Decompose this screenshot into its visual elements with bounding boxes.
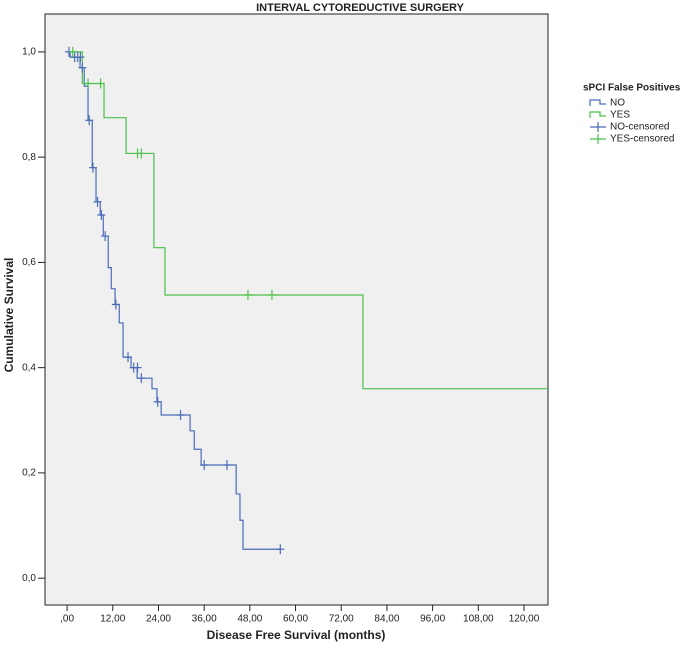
censor-mark: [276, 544, 285, 555]
censor-mark: [93, 196, 102, 207]
legend-icon: [590, 122, 606, 132]
censor-mark: [267, 290, 276, 301]
x-axis-label: Disease Free Survival (months): [207, 628, 386, 642]
censor-mark: [85, 115, 94, 126]
legend-label: NO: [610, 98, 625, 109]
legend-label: YES-censored: [610, 134, 674, 145]
censor-mark: [124, 352, 133, 363]
y-tick-label: 1,0: [22, 47, 36, 58]
x-tick-label: 72,00: [329, 614, 354, 625]
x-tick-label: 108,00: [463, 614, 494, 625]
x-tick-label: 84,00: [374, 614, 399, 625]
plot-area: [44, 13, 549, 606]
x-tick-label: 24,00: [146, 614, 171, 625]
censor-mark: [84, 78, 93, 89]
censor-mark: [200, 460, 209, 471]
y-tick-label: 0,0: [22, 573, 36, 584]
legend-title: sPCI False Positives: [583, 83, 681, 94]
x-tick-label: 60,00: [283, 614, 308, 625]
censor-mark: [111, 299, 120, 310]
y-tick-label: 0,4: [22, 362, 36, 373]
censor-mark: [97, 210, 106, 221]
censor-mark: [137, 373, 146, 384]
x-tick-label: ,00: [60, 614, 74, 625]
y-tick-label: 0,2: [22, 468, 36, 479]
legend-label: YES: [610, 110, 630, 121]
chart-title: INTERVAL CYTOREDUCTIVE SURGERY: [256, 2, 464, 14]
censor-mark: [96, 78, 105, 89]
censor-mark: [101, 231, 110, 242]
legend-icon: [589, 99, 606, 106]
legend-icon: [590, 134, 606, 144]
y-tick-label: 0,6: [22, 257, 36, 268]
x-tick-label: 48,00: [237, 614, 262, 625]
censor-mark: [133, 362, 142, 373]
x-tick-label: 12,00: [100, 614, 125, 625]
censor-mark: [68, 46, 77, 57]
censor-mark: [176, 410, 185, 421]
censor-mark: [88, 162, 97, 173]
legend-label: NO-censored: [610, 122, 669, 133]
x-tick-label: 96,00: [420, 614, 445, 625]
x-tick-label: 36,00: [192, 614, 217, 625]
censor-mark: [243, 290, 252, 301]
y-tick-label: 0,8: [22, 152, 36, 163]
x-tick-label: 120,00: [509, 614, 540, 625]
censor-mark: [153, 396, 162, 407]
censor-mark: [76, 52, 85, 63]
y-axis-label: Cumulative Survival: [2, 258, 16, 373]
legend-icon: [589, 111, 606, 118]
censor-mark: [223, 460, 232, 471]
censor-mark: [137, 148, 146, 159]
censor-mark: [78, 62, 87, 73]
